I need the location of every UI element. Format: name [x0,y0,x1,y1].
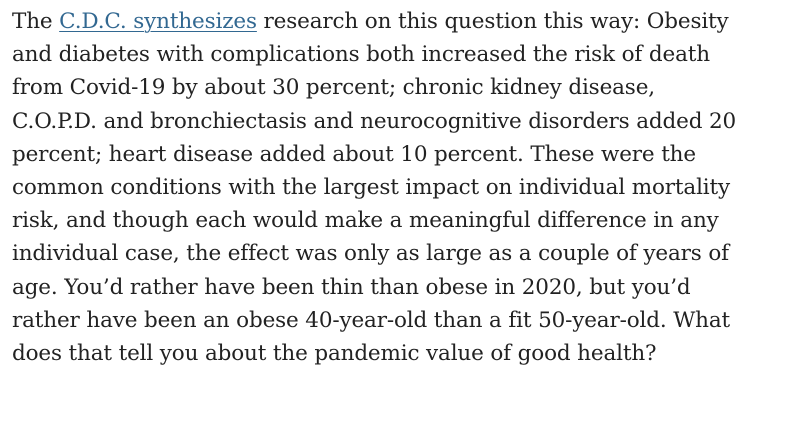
paragraph-line: common conditions with the largest impac… [12,175,731,201]
paragraph-line: does that tell you about the pandemic va… [12,341,657,367]
paragraph-line: percent; heart disease added about 10 pe… [12,141,696,167]
line-text-after-link: research on this question this way: Obes… [256,9,729,34]
paragraph-line: risk, and though each would make a meani… [12,208,719,234]
cdc-synthesizes-link[interactable]: C.D.C. synthesizes [59,9,257,34]
paragraph-line: C.O.P.D. and bronchiectasis and neurocog… [12,108,737,134]
paragraph-line: individual case, the effect was only as … [12,241,729,267]
paragraph-line: age. You’d rather have been thin than ob… [12,274,691,300]
article-paragraph: The C.D.C. synthesizes research on this … [12,5,788,370]
paragraph-line: The C.D.C. synthesizes research on this … [12,5,788,38]
paragraph-line: and diabetes with complications both inc… [12,42,710,68]
paragraph-line: rather have been an obese 40-year-old th… [12,307,731,333]
line-text-before-link: The [12,9,60,34]
paragraph-line: from Covid-19 by about 30 percent; chron… [12,75,655,101]
